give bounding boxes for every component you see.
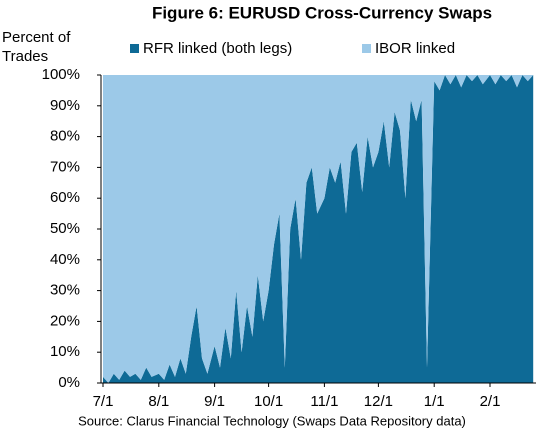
x-tick-label: 1/1 bbox=[424, 393, 445, 410]
y-tick-label: 10% bbox=[50, 343, 80, 360]
y-tick-label: 60% bbox=[50, 189, 80, 206]
area bbox=[103, 75, 534, 383]
y-tick-label: 0% bbox=[58, 374, 80, 391]
y-tick-label: 30% bbox=[50, 282, 80, 299]
legend-label: IBOR linked bbox=[375, 40, 455, 57]
y-axis-label: Trades bbox=[2, 48, 48, 65]
x-tick-label: 10/1 bbox=[254, 393, 283, 410]
y-tick-label: 50% bbox=[50, 220, 80, 237]
x-tick-label: 9/1 bbox=[204, 393, 225, 410]
legend-swatch bbox=[362, 44, 371, 53]
x-tick-label: 12/1 bbox=[364, 393, 393, 410]
y-axis-label: Percent of bbox=[2, 29, 71, 46]
chart-title: Figure 6: EURUSD Cross-Currency Swaps bbox=[152, 3, 492, 22]
y-tick-label: 90% bbox=[50, 97, 80, 114]
x-tick-label: 8/1 bbox=[148, 393, 169, 410]
legend-swatch bbox=[130, 44, 139, 53]
y-tick-label: 100% bbox=[42, 66, 80, 83]
y-tick-label: 40% bbox=[50, 251, 80, 268]
source-note: Source: Clarus Financial Technology (Swa… bbox=[78, 413, 466, 428]
x-tick-label: 11/1 bbox=[310, 393, 338, 410]
y-tick-label: 20% bbox=[50, 312, 80, 329]
legend-label: RFR linked (both legs) bbox=[143, 40, 292, 57]
x-tick-label: 2/1 bbox=[480, 393, 501, 410]
y-tick-label: 70% bbox=[50, 158, 80, 175]
area bbox=[103, 75, 534, 383]
y-tick-label: 80% bbox=[50, 128, 80, 145]
x-tick-label: 7/1 bbox=[93, 393, 114, 410]
